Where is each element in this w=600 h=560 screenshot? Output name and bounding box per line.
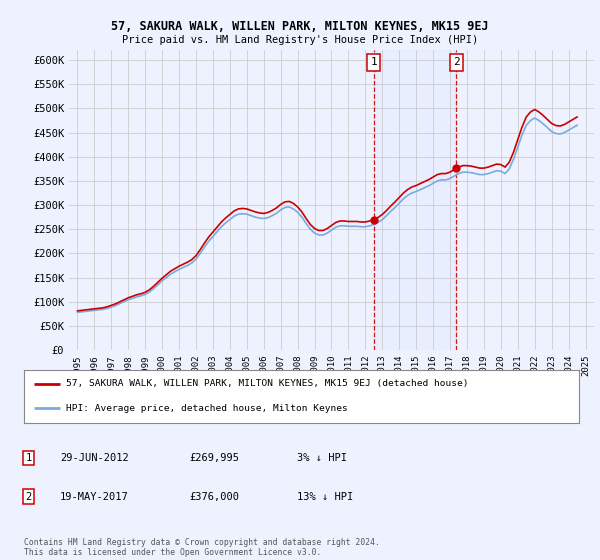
- Text: 19-MAY-2017: 19-MAY-2017: [60, 492, 129, 502]
- Text: 1: 1: [370, 58, 377, 68]
- Text: 3% ↓ HPI: 3% ↓ HPI: [297, 453, 347, 463]
- Text: 29-JUN-2012: 29-JUN-2012: [60, 453, 129, 463]
- Text: £269,995: £269,995: [189, 453, 239, 463]
- Text: 57, SAKURA WALK, WILLEN PARK, MILTON KEYNES, MK15 9EJ (detached house): 57, SAKURA WALK, WILLEN PARK, MILTON KEY…: [65, 380, 468, 389]
- Text: £376,000: £376,000: [189, 492, 239, 502]
- Text: HPI: Average price, detached house, Milton Keynes: HPI: Average price, detached house, Milt…: [65, 404, 347, 413]
- Text: 13% ↓ HPI: 13% ↓ HPI: [297, 492, 353, 502]
- Text: Price paid vs. HM Land Registry's House Price Index (HPI): Price paid vs. HM Land Registry's House …: [122, 35, 478, 45]
- Text: 2: 2: [453, 58, 460, 68]
- Bar: [374, 50, 457, 350]
- Text: 1: 1: [26, 453, 32, 463]
- Text: 2: 2: [26, 492, 32, 502]
- Text: Contains HM Land Registry data © Crown copyright and database right 2024.
This d: Contains HM Land Registry data © Crown c…: [24, 538, 380, 557]
- Text: 57, SAKURA WALK, WILLEN PARK, MILTON KEYNES, MK15 9EJ: 57, SAKURA WALK, WILLEN PARK, MILTON KEY…: [111, 20, 489, 33]
